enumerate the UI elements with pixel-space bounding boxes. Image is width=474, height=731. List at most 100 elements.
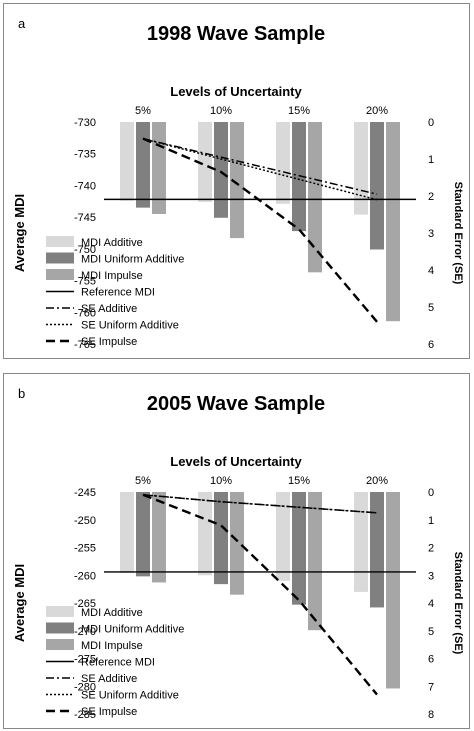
line-se-uniform-additive — [142, 494, 378, 514]
x-tick-label: 5% — [135, 105, 151, 117]
x-tick-label: 20% — [366, 475, 388, 487]
chart-title: 2005 Wave Sample — [147, 393, 325, 415]
y-tick-label: -750 — [74, 244, 96, 256]
bar-mdi-impulse — [152, 122, 166, 214]
legend-swatch — [46, 639, 74, 650]
x-tick-label: 15% — [288, 105, 310, 117]
chart-2005: 2005 Wave Sample Levels of Uncertainty Ave… — [12, 393, 464, 721]
legend-label: MDI Additive — [81, 607, 143, 619]
bar-mdi-additive — [120, 122, 134, 201]
bar-mdi-impulse — [386, 492, 400, 689]
y-tick-label: -765 — [74, 339, 96, 351]
x-tick-label: 5% — [135, 475, 151, 487]
legend-label: SE Uniform Additive — [81, 320, 179, 332]
x-tick-label: 10% — [210, 105, 232, 117]
y-tick-label: -270 — [74, 626, 96, 638]
y-tick-label: -285 — [74, 709, 96, 721]
legend-label: MDI Impulse — [81, 640, 143, 652]
line-se-impulse — [142, 137, 378, 323]
y2-tick-label: 5 — [428, 302, 434, 314]
y-tick-label: -260 — [74, 570, 96, 582]
bar-mdi-additive — [276, 492, 290, 581]
legend-label: Reference MDI — [81, 287, 155, 299]
y-tick-label: -245 — [74, 487, 96, 499]
chart-panel-1998: a 1998 Wave Sample Levels of Uncertainty A… — [3, 3, 470, 359]
y-tick-label: -740 — [74, 180, 96, 192]
y-tick-label: -275 — [74, 654, 96, 666]
y2-tick-label: 6 — [428, 339, 434, 351]
y-axis-title: Average MDI — [12, 564, 27, 642]
y2-tick-label: 7 — [428, 681, 434, 693]
panel-label: b — [18, 386, 26, 401]
legend-label: SE Additive — [81, 673, 137, 685]
y-tick-label: -250 — [74, 515, 96, 527]
y2-axis-title: Standard Error (SE) — [452, 552, 464, 655]
y-tick-label: -280 — [74, 681, 96, 693]
bar-mdi-uniform-additive — [136, 492, 150, 577]
bar-mdi-impulse — [230, 492, 244, 595]
bar-mdi-uniform-additive — [370, 492, 384, 608]
bar-mdi-uniform-additive — [214, 122, 228, 218]
y2-tick-label: 5 — [428, 626, 434, 638]
x-tick-label: 15% — [288, 475, 310, 487]
bar-mdi-additive — [198, 122, 212, 202]
y2-tick-label: 1 — [428, 515, 434, 527]
y-tick-label: -265 — [74, 598, 96, 610]
y2-tick-label: 2 — [428, 191, 434, 203]
y2-tick-label: 3 — [428, 228, 434, 240]
bar-mdi-uniform-additive — [214, 492, 228, 585]
y-tick-label: -755 — [74, 276, 96, 288]
legend-label: SE Impulse — [81, 336, 137, 348]
legend-swatch — [46, 606, 74, 617]
legend-label: MDI Impulse — [81, 270, 143, 282]
legend-label: SE Uniform Additive — [81, 690, 179, 702]
bar-mdi-additive — [354, 492, 368, 592]
y-tick-label: -745 — [74, 212, 96, 224]
legend-label: MDI Uniform Additive — [81, 254, 184, 266]
bar-mdi-additive — [354, 122, 368, 215]
bar-mdi-impulse — [308, 492, 322, 631]
legend-swatch — [46, 252, 74, 264]
bar-mdi-additive — [276, 122, 290, 204]
x-tick-label: 10% — [210, 475, 232, 487]
bar-mdi-impulse — [152, 492, 166, 583]
bar-mdi-additive — [198, 492, 212, 576]
x-axis-title: Levels of Uncertainty — [170, 454, 302, 469]
line-se-impulse — [142, 493, 378, 696]
legend-label: MDI Additive — [81, 237, 143, 249]
y2-tick-label: 4 — [428, 598, 434, 610]
legend-swatch — [46, 622, 74, 634]
legend-label: SE Additive — [81, 303, 137, 315]
y2-tick-label: 8 — [428, 709, 434, 721]
y-axis-title: Average MDI — [12, 194, 27, 272]
bar-mdi-impulse — [386, 122, 400, 322]
chart-panel-2005: b 2005 Wave Sample Levels of Uncertainty A… — [3, 373, 470, 729]
y2-tick-label: 0 — [428, 117, 434, 129]
y-tick-label: -255 — [74, 543, 96, 555]
chart-title: 1998 Wave Sample — [147, 23, 325, 45]
chart-1998: 1998 Wave Sample Levels of Uncertainty Ave… — [12, 23, 464, 351]
bar-mdi-uniform-additive — [136, 122, 150, 208]
bar-mdi-impulse — [308, 122, 322, 273]
line-se-uniform-additive — [142, 137, 378, 201]
y2-tick-label: 1 — [428, 154, 434, 166]
y2-tick-label: 4 — [428, 265, 434, 277]
legend-swatch — [46, 269, 74, 280]
bar-mdi-uniform-additive — [370, 122, 384, 250]
y2-axis-title: Standard Error (SE) — [452, 182, 464, 285]
bar-mdi-uniform-additive — [292, 492, 306, 605]
legend-label: SE Impulse — [81, 706, 137, 718]
panel-label: a — [18, 16, 26, 31]
y-tick-label: -760 — [74, 307, 96, 319]
line-se-additive — [142, 137, 378, 195]
y-tick-label: -735 — [74, 149, 96, 161]
legend-label: Reference MDI — [81, 657, 155, 669]
legend-label: MDI Uniform Additive — [81, 624, 184, 636]
y-tick-label: -730 — [74, 117, 96, 129]
x-axis-title: Levels of Uncertainty — [170, 84, 302, 99]
bar-mdi-impulse — [230, 122, 244, 239]
y2-tick-label: 6 — [428, 654, 434, 666]
bar-mdi-uniform-additive — [292, 122, 306, 232]
y2-tick-label: 0 — [428, 487, 434, 499]
x-tick-label: 20% — [366, 105, 388, 117]
